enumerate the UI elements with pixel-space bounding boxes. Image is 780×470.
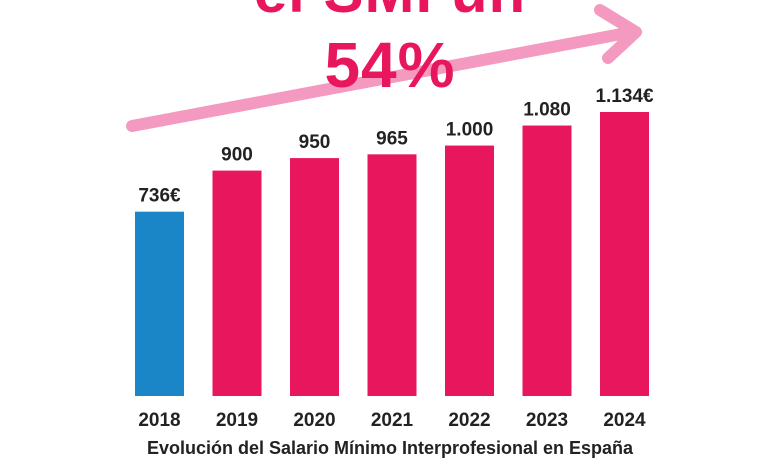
- trend-arrow-icon: [126, 4, 642, 132]
- value-label-2022: 1.000: [446, 120, 494, 141]
- x-tick-label-2021: 2021: [371, 410, 414, 431]
- bar-2018: [135, 211, 184, 396]
- value-label-2023: 1.080: [523, 100, 571, 121]
- x-tick-label-2023: 2023: [526, 410, 568, 431]
- headline-percentage: 54%: [324, 29, 456, 101]
- value-label-2024: 1.134€: [595, 86, 654, 107]
- bar-2022: [445, 145, 494, 396]
- value-label-2020: 950: [299, 132, 331, 153]
- bar-2024: [600, 112, 649, 396]
- x-tick-label-2024: 2024: [603, 410, 646, 431]
- chart-caption: Evolución del Salario Mínimo Interprofes…: [146, 438, 634, 458]
- bar-2019: [212, 170, 262, 396]
- bar-2021: [367, 154, 417, 396]
- bar-2020: [290, 158, 339, 396]
- value-label-2021: 965: [376, 128, 408, 149]
- x-tick-label-2022: 2022: [448, 410, 490, 431]
- x-tick-label-2020: 2020: [293, 410, 335, 431]
- value-label-2018: 736€: [138, 186, 181, 207]
- x-tick-label-2019: 2019: [216, 410, 258, 431]
- bar-2023: [522, 125, 572, 397]
- headline-top: el SMI un: [0, 0, 780, 22]
- x-tick-label-2018: 2018: [138, 410, 180, 431]
- value-label-2019: 900: [221, 145, 253, 166]
